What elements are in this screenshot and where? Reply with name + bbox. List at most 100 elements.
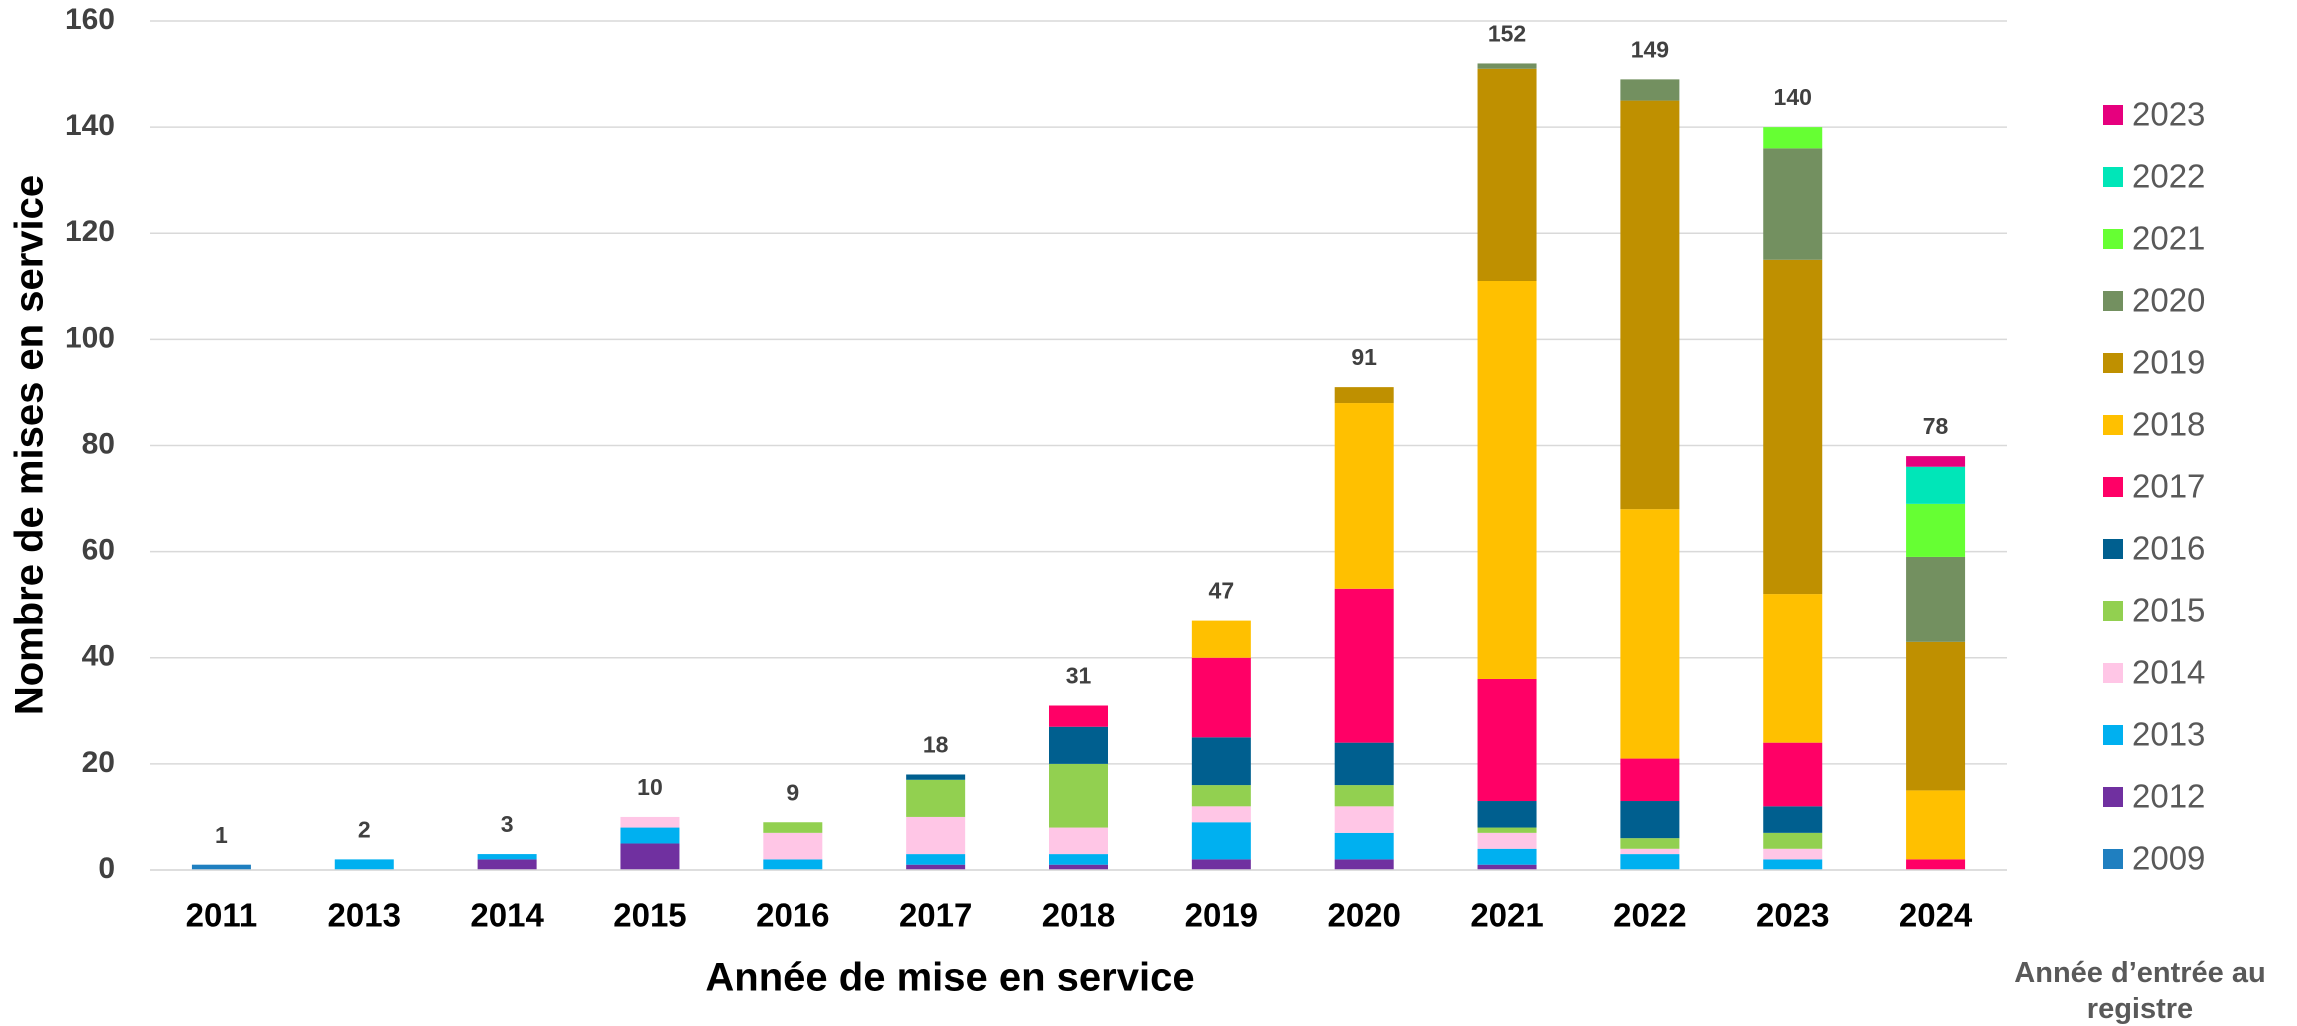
x-tick-label: 2021 [1470, 897, 1543, 934]
y-tick-label: 80 [82, 427, 115, 460]
legend-swatch [2103, 849, 2123, 869]
bar-segment [1906, 556, 1966, 642]
total-label: 3 [501, 811, 514, 837]
total-label: 31 [1066, 663, 1092, 689]
x-tick-label: 2020 [1327, 897, 1400, 934]
bar-segment [763, 859, 823, 870]
legend-label: 2009 [2132, 840, 2205, 877]
legend-label: 2016 [2132, 530, 2205, 567]
legend-label: 2013 [2132, 716, 2205, 753]
legend-swatch [2103, 725, 2123, 745]
total-label: 47 [1209, 578, 1235, 604]
x-tick-label: 2018 [1042, 897, 1115, 934]
legend-label: 2022 [2132, 158, 2205, 195]
legend-label: 2015 [2132, 592, 2205, 629]
y-tick-label: 20 [82, 746, 115, 779]
bar-segment [1477, 68, 1537, 282]
legend-swatch [2103, 415, 2123, 435]
x-tick-label: 2016 [756, 897, 829, 934]
bar-segment [1620, 79, 1680, 101]
bar-segment [1763, 742, 1823, 807]
bar-segment [1763, 859, 1823, 870]
bar-segment [1334, 403, 1394, 589]
bar-segment [1763, 806, 1823, 833]
bar-segment [1763, 594, 1823, 743]
legend-swatch [2103, 105, 2123, 125]
y-tick-label: 140 [65, 109, 115, 142]
legend-label: 2023 [2132, 96, 2205, 133]
legend-swatch [2103, 539, 2123, 559]
x-tick-label: 2013 [328, 897, 401, 934]
bar-segment [191, 864, 251, 870]
legend-label: 2012 [2132, 778, 2205, 815]
bar-segment [1906, 790, 1966, 860]
x-tick-label: 2019 [1185, 897, 1258, 934]
bar-segment [1191, 859, 1251, 870]
bar-segment [906, 816, 966, 855]
x-tick-label: 2011 [186, 897, 258, 934]
bar-segment [1620, 848, 1680, 855]
bar-segment [620, 843, 680, 870]
x-tick-label: 2017 [899, 897, 972, 934]
bar-segment [477, 859, 537, 870]
legend-label: 2019 [2132, 344, 2205, 381]
bar-segment [763, 822, 823, 833]
bar-segment [906, 779, 966, 817]
bar-segment [1906, 456, 1966, 467]
bar-segment [620, 827, 680, 844]
bar-segment [1049, 726, 1108, 764]
bar-segment [1334, 742, 1394, 786]
legend-label: 2020 [2132, 282, 2205, 319]
bar-segment [334, 859, 394, 870]
bar-segment [1049, 763, 1108, 828]
bar-segment [1049, 705, 1108, 727]
bar-segment [1049, 854, 1108, 865]
bar-segment [1620, 854, 1680, 870]
bar-segment [1763, 148, 1823, 260]
legend-swatch [2103, 601, 2123, 621]
x-tick-label: 2024 [1899, 897, 1973, 934]
legend-swatch [2103, 787, 2123, 807]
legend-swatch [2103, 167, 2123, 187]
bar-segment [1477, 63, 1537, 69]
total-label: 152 [1488, 21, 1526, 47]
x-tick-label: 2015 [613, 897, 686, 934]
bar-segment [1906, 466, 1966, 504]
total-label: 1 [215, 822, 228, 848]
y-tick-label: 100 [65, 321, 115, 354]
legend-swatch [2103, 353, 2123, 373]
x-axis-label: Année de mise en service [705, 956, 1194, 1000]
bar-segment [1477, 827, 1537, 833]
bar-segment [1334, 832, 1394, 860]
bar-segment [1334, 387, 1394, 404]
bar-segment [1477, 832, 1537, 849]
x-tick-label: 2022 [1613, 897, 1686, 934]
legend-swatch [2103, 229, 2123, 249]
legend-swatch [2103, 663, 2123, 683]
bar-segment [1620, 100, 1680, 510]
y-tick-label: 120 [65, 215, 115, 248]
bar-segment [1763, 127, 1823, 149]
legend-label: 2018 [2132, 406, 2205, 443]
bar-segment [1763, 848, 1823, 860]
bar-segment [1763, 259, 1823, 595]
y-axis-label: Nombre de mises en service [8, 175, 52, 715]
total-label: 149 [1631, 36, 1669, 62]
x-tick-label: 2023 [1756, 897, 1829, 934]
x-tick-label: 2014 [470, 897, 544, 934]
total-label: 91 [1351, 344, 1377, 370]
bar-segment [1191, 806, 1251, 823]
legend-swatch [2103, 477, 2123, 497]
bar-segment [1906, 503, 1966, 557]
bar-segment [1620, 838, 1680, 849]
bar-segment [1477, 864, 1537, 870]
bar-segment [1477, 281, 1537, 679]
bar-segment [906, 774, 966, 780]
bar-segment [1191, 785, 1251, 807]
legend-label: 2014 [2132, 654, 2205, 691]
bar-segment [1906, 859, 1966, 870]
bar-segment [1620, 758, 1680, 802]
total-label: 78 [1923, 413, 1949, 439]
